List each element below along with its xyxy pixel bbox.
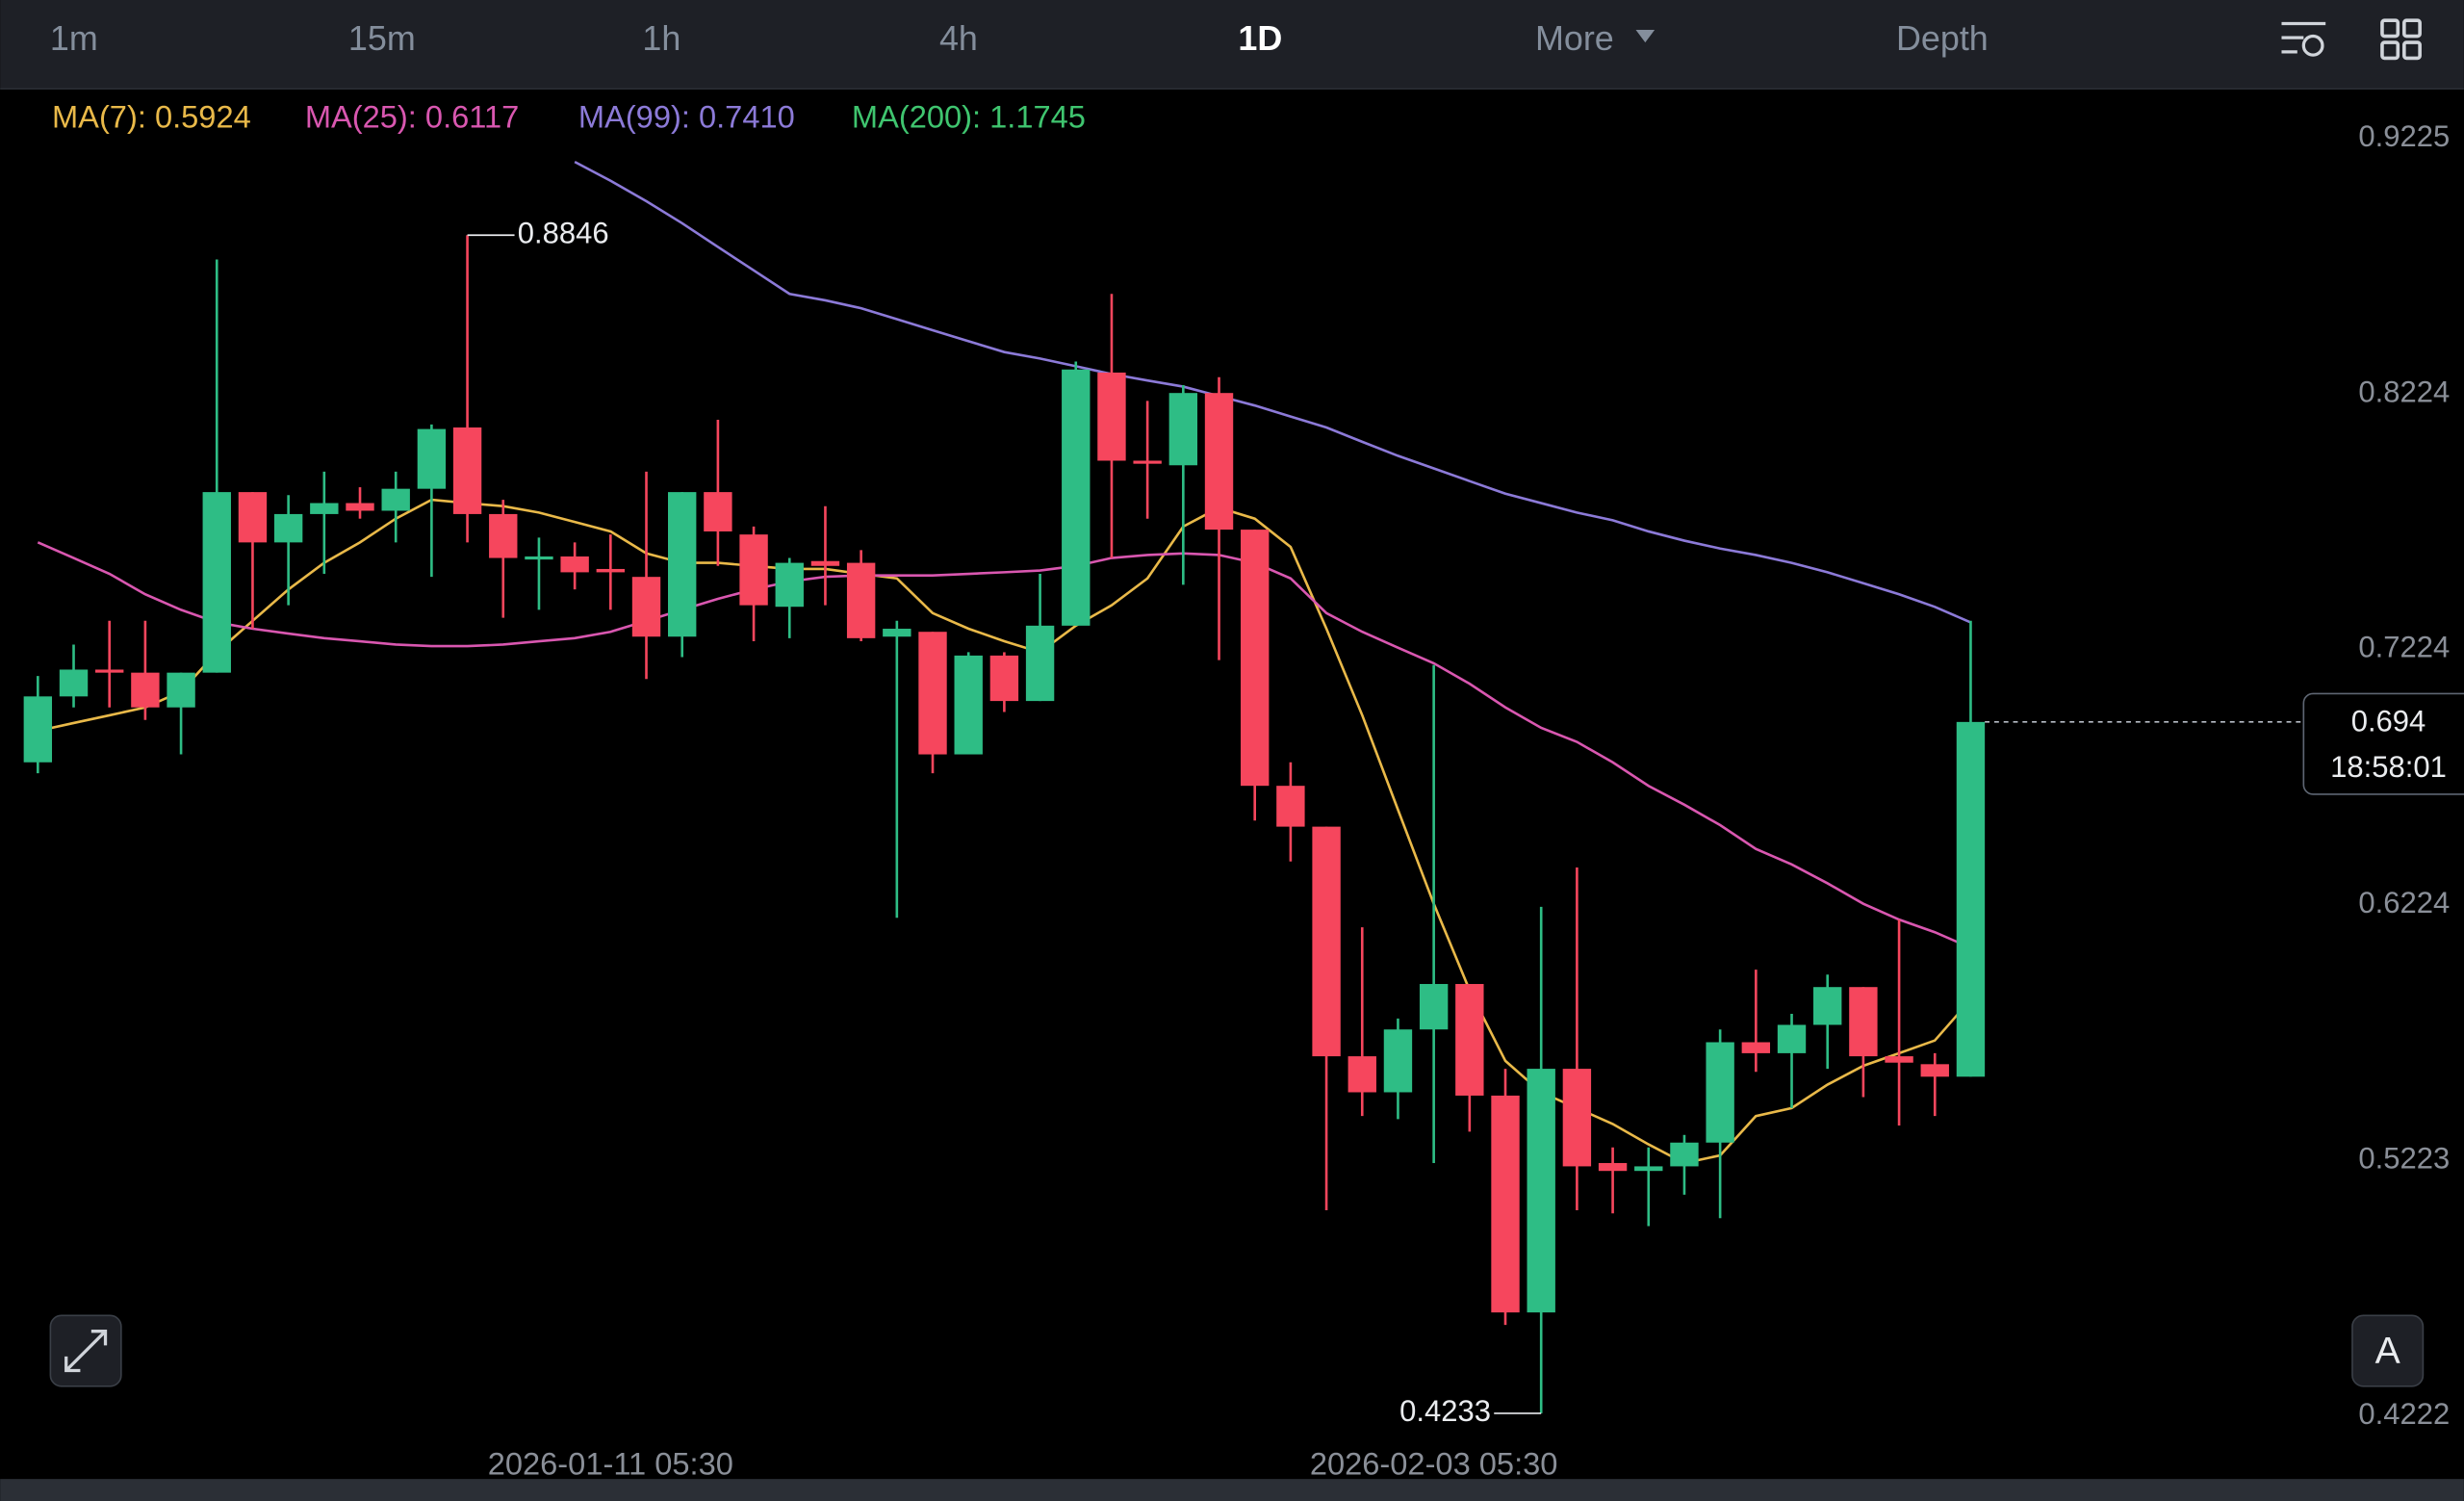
candle-body bbox=[704, 492, 732, 531]
last-price-label: 0.694 bbox=[2351, 705, 2426, 738]
overlay: 0.9225 0.8224 0.7224 0.6224 0.5223 0.4222 2026… bbox=[52, 99, 2464, 1482]
candle-body bbox=[1527, 1069, 1555, 1313]
candle-body bbox=[238, 492, 268, 543]
auto-button[interactable]: A bbox=[2351, 1314, 2425, 1387]
candle-body bbox=[596, 568, 626, 573]
candle-body bbox=[1634, 1166, 1663, 1172]
legend-entry: MA(7): 0.5924 bbox=[52, 99, 251, 135]
candle-body bbox=[775, 562, 804, 608]
candle-body bbox=[1598, 1162, 1628, 1172]
candle-body bbox=[1670, 1142, 1699, 1167]
candle-body bbox=[1455, 984, 1484, 1096]
candle-body bbox=[1741, 1042, 1771, 1053]
candle-body bbox=[989, 655, 1019, 702]
y-tick-label: 0.6224 bbox=[2358, 886, 2450, 919]
candle-body bbox=[1168, 393, 1198, 466]
tab[interactable]: 1D bbox=[1238, 18, 1282, 58]
candle-body bbox=[346, 503, 374, 511]
candle-body bbox=[489, 513, 518, 558]
candle-body bbox=[417, 428, 447, 489]
tab[interactable]: 4h bbox=[939, 18, 978, 58]
tab[interactable]: 1h bbox=[642, 18, 680, 58]
candle-body bbox=[1920, 1064, 1949, 1077]
candle-body bbox=[560, 556, 589, 573]
candle-body bbox=[1956, 721, 1986, 1077]
tab[interactable]: 1m bbox=[50, 18, 98, 58]
x-tick-label: 2026-02-03 05:30 bbox=[1310, 1446, 1558, 1482]
candle-body bbox=[167, 672, 195, 708]
tab[interactable]: Depth bbox=[1896, 18, 1989, 58]
countdown-label: 18:58:01 bbox=[2330, 750, 2447, 784]
tab[interactable]: 15m bbox=[348, 18, 416, 58]
candle-body bbox=[846, 562, 876, 638]
ma-line bbox=[38, 498, 1972, 1165]
settings-icon[interactable] bbox=[2281, 21, 2326, 57]
candle-body bbox=[1885, 1056, 1913, 1063]
candle-body bbox=[1276, 786, 1305, 827]
candle-body bbox=[202, 492, 231, 673]
candle-body bbox=[381, 488, 410, 511]
candle-body bbox=[131, 672, 160, 708]
y-tick-label: 0.5223 bbox=[2358, 1142, 2450, 1176]
tab[interactable]: More bbox=[1535, 18, 1614, 58]
layout-icon[interactable] bbox=[2380, 18, 2422, 61]
candle-body bbox=[1133, 460, 1162, 464]
candle-body bbox=[810, 560, 840, 566]
last-price-box bbox=[2302, 692, 2464, 795]
candle-body bbox=[1204, 393, 1234, 531]
candle-body bbox=[631, 577, 661, 637]
candle-body bbox=[1562, 1069, 1592, 1167]
candle-body bbox=[954, 655, 983, 755]
y-tick-label: 0.8224 bbox=[2358, 375, 2450, 408]
top-bar bbox=[0, 0, 2464, 89]
candle-body bbox=[1348, 1056, 1376, 1093]
y-tick-label: 0.4222 bbox=[2358, 1397, 2450, 1431]
candle-body bbox=[1025, 625, 1055, 702]
plot: 0.8846 0.4233 bbox=[23, 160, 1986, 1428]
candle-body bbox=[883, 629, 911, 637]
auto-label[interactable]: A bbox=[2375, 1331, 2401, 1372]
timeframe-tabs: 1m 15m 1h 4h 1D More Depth bbox=[50, 18, 1989, 58]
candle-body bbox=[59, 669, 89, 697]
candle-body bbox=[95, 669, 124, 673]
candle-body bbox=[1813, 987, 1842, 1025]
y-tick-label: 0.7224 bbox=[2358, 631, 2450, 664]
candle-body bbox=[1241, 530, 1270, 787]
candle-body bbox=[1419, 984, 1449, 1030]
candle-body bbox=[310, 503, 339, 514]
candle-body bbox=[1383, 1029, 1413, 1093]
y-tick-label: 0.9225 bbox=[2358, 119, 2450, 153]
x-tick-label: 2026-01-11 05:30 bbox=[488, 1446, 733, 1482]
bottom-bar bbox=[0, 1479, 2464, 1501]
candle-body bbox=[1097, 372, 1126, 461]
candle-body bbox=[452, 427, 482, 514]
candle-body bbox=[1491, 1095, 1520, 1313]
candle-body bbox=[668, 492, 697, 637]
candle-body bbox=[273, 513, 303, 543]
candle-body bbox=[1777, 1024, 1807, 1053]
ma-line bbox=[37, 541, 1971, 949]
candle-body bbox=[1312, 826, 1341, 1057]
legend-entry: MA(200): 1.1745 bbox=[852, 99, 1086, 135]
candle-body bbox=[1849, 987, 1878, 1057]
more-arrow bbox=[1635, 30, 1656, 43]
legend-entry: MA(99): 0.7410 bbox=[578, 99, 795, 135]
high-label: 0.8846 bbox=[518, 216, 609, 249]
candle-body bbox=[525, 556, 553, 560]
candle-body bbox=[1706, 1042, 1734, 1143]
low-label: 0.4233 bbox=[1399, 1394, 1491, 1428]
legend-entry: MA(25): 0.6117 bbox=[305, 99, 519, 135]
expand-button[interactable] bbox=[49, 1314, 122, 1387]
candle-body bbox=[918, 632, 947, 755]
candle-body bbox=[23, 696, 53, 763]
candle-body bbox=[739, 534, 768, 606]
candle-body bbox=[1062, 369, 1091, 626]
ma-line bbox=[574, 160, 1971, 624]
